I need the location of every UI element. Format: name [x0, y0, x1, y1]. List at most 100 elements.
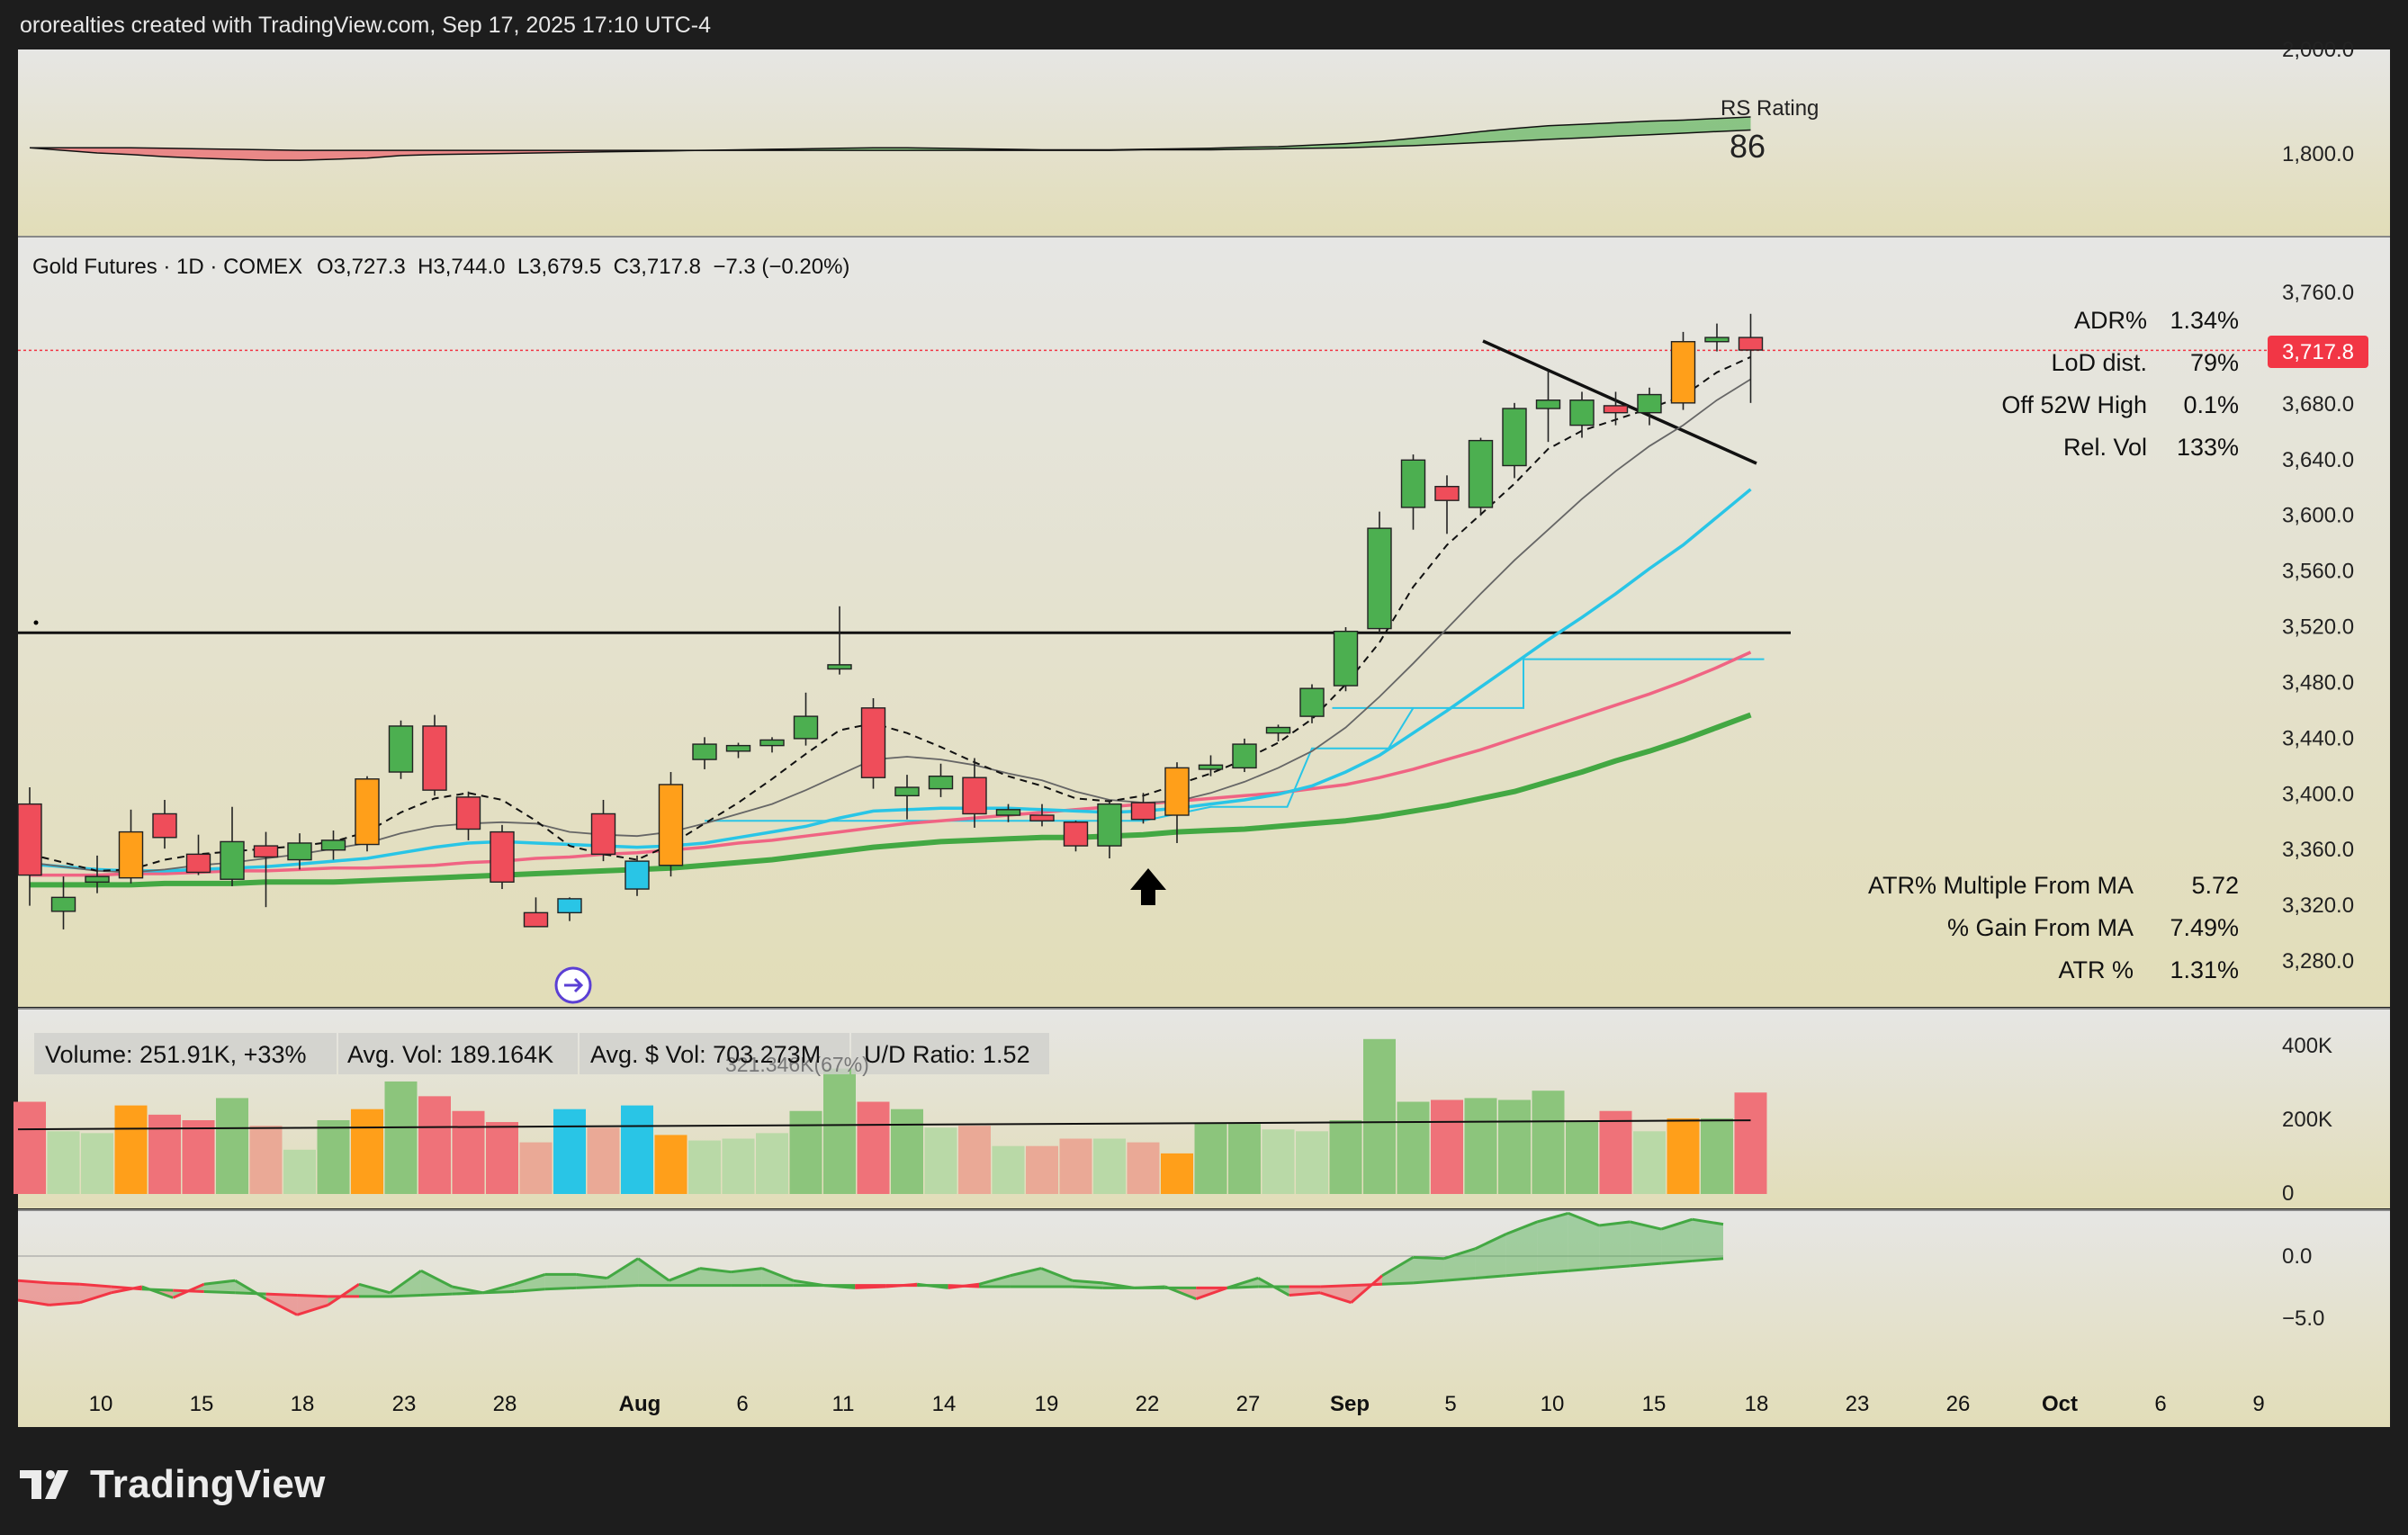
oscillator-fill-segment: [18, 1280, 49, 1306]
rs-fill-segment: [333, 150, 367, 159]
candle: [658, 772, 684, 877]
volume-bar: [1431, 1100, 1463, 1194]
x-axis-label: 10: [89, 1392, 113, 1416]
oscillator-ma-segment: [1599, 1264, 1631, 1270]
candle-body: [320, 839, 346, 851]
candle: [1400, 454, 1426, 530]
candle: [355, 776, 380, 852]
x-axis-label: 18: [291, 1392, 315, 1416]
price-pane: [17, 313, 2268, 929]
candle-body: [1704, 337, 1730, 343]
stat-value: 79%: [2190, 349, 2239, 376]
volume-bar: [1262, 1129, 1295, 1194]
candle-body: [490, 830, 515, 884]
price-axis-tick: 3,560.0: [2282, 560, 2354, 584]
oscillator-fill-segment: [297, 1295, 328, 1315]
stat-value: 0.1%: [2183, 391, 2239, 418]
candle: [1434, 475, 1460, 534]
candle: [1063, 821, 1089, 852]
candle-body: [1569, 399, 1595, 426]
candle-body: [1434, 486, 1460, 501]
candle: [1569, 391, 1595, 438]
volume-bar: [384, 1081, 418, 1194]
oscillator-ma-segment: [141, 1288, 174, 1292]
tradingview-brand[interactable]: TradingView: [20, 1458, 326, 1512]
candle-body: [1232, 743, 1257, 769]
volume-bar: [1532, 1091, 1565, 1194]
rs-fill-segment: [367, 150, 401, 158]
x-axis-label: 14: [932, 1392, 957, 1416]
oscillator-ma-segment: [1351, 1282, 1383, 1288]
oscillator-line-segment: [513, 1272, 546, 1286]
volume-bar: [1464, 1098, 1497, 1194]
oscillator-line-segment: [855, 1285, 886, 1289]
oscillator-fill-segment: [1010, 1268, 1041, 1287]
oscillator-line-segment: [1072, 1279, 1104, 1285]
candle-body: [995, 809, 1021, 816]
oscillator-line-segment: [1568, 1212, 1600, 1227]
candle: [1333, 627, 1359, 692]
rs-axis-tick: 2,000.0: [2282, 38, 2354, 62]
oscillator-ma-segment: [482, 1289, 515, 1295]
candle-body: [725, 744, 751, 752]
event-marker-icon[interactable]: [554, 966, 592, 1004]
oscillator-line-segment: [761, 1267, 794, 1282]
oscillator-ma-segment: [235, 1291, 266, 1296]
candle-body: [1063, 821, 1089, 847]
price-axis-tick: 3,280.0: [2282, 949, 2354, 974]
candle-body: [85, 875, 110, 884]
symbol-legend[interactable]: Gold Futures · 1D · COMEX: [32, 255, 302, 279]
oscillator-ma-segment: [1505, 1271, 1538, 1278]
candle: [490, 824, 515, 890]
oscillator-ma-segment: [576, 1285, 607, 1289]
stat-value: 7.49%: [2170, 914, 2239, 941]
volume-bar: [789, 1110, 822, 1194]
oscillator-ma-segment: [1630, 1261, 1662, 1268]
candle: [422, 714, 447, 796]
volume-bar: [1228, 1124, 1261, 1194]
oscillator-line-segment: [265, 1297, 298, 1316]
x-axis-label: 28: [493, 1392, 517, 1416]
oscillator-line-segment: [1443, 1247, 1476, 1261]
oscillator-ma-segment: [948, 1284, 980, 1288]
price-axis-tick: 3,360.0: [2282, 838, 2354, 862]
tradingview-logo-icon: [20, 1470, 68, 1499]
rs-fill-segment: [1683, 118, 1717, 133]
oscillator-ma-segment: [514, 1288, 545, 1293]
volume-bar: [47, 1131, 80, 1194]
rs-fill-segment: [1480, 128, 1514, 143]
volume-bar: [216, 1098, 248, 1194]
candle: [1299, 684, 1325, 723]
oscillator-fill-segment: [606, 1258, 639, 1287]
oscillator-pane-bg: [18, 1211, 2390, 1427]
volume-bar: [1329, 1120, 1362, 1194]
oscillator-line-segment: [1195, 1286, 1228, 1301]
price-axis-tick: 3,760.0: [2282, 281, 2354, 305]
candle-body: [1367, 527, 1392, 630]
rs-fill-segment: [1615, 121, 1649, 137]
volume-bar: [1701, 1118, 1733, 1194]
candle: [287, 833, 312, 870]
ema-fast-dashed-line: [29, 355, 1751, 872]
oscillator-line-segment: [1319, 1291, 1352, 1305]
rs-pane-bg: [18, 49, 2390, 236]
oscillator-ma-segment: [1226, 1285, 1259, 1289]
oscillator-line-segment: [1350, 1274, 1383, 1304]
oscillator-ma-segment: [1537, 1269, 1568, 1275]
candle: [523, 897, 549, 928]
candle-body: [759, 739, 785, 747]
candle: [725, 742, 751, 759]
candle: [118, 809, 144, 884]
oscillator-fill-segment: [1661, 1219, 1693, 1264]
volume-bar: [1194, 1124, 1227, 1194]
drawing-anchor-dot: [33, 620, 39, 625]
oscillator-fill-segment: [731, 1268, 762, 1286]
volume-bar: [1566, 1122, 1598, 1194]
rs-rating-pane: [29, 116, 1751, 161]
volume-pane: [13, 1038, 1767, 1194]
oscillator-fill-segment: [1692, 1219, 1723, 1261]
oscillator-line-segment: [978, 1274, 1011, 1286]
oscillator-line-segment: [1692, 1217, 1724, 1226]
rs-fill-segment: [265, 149, 300, 161]
